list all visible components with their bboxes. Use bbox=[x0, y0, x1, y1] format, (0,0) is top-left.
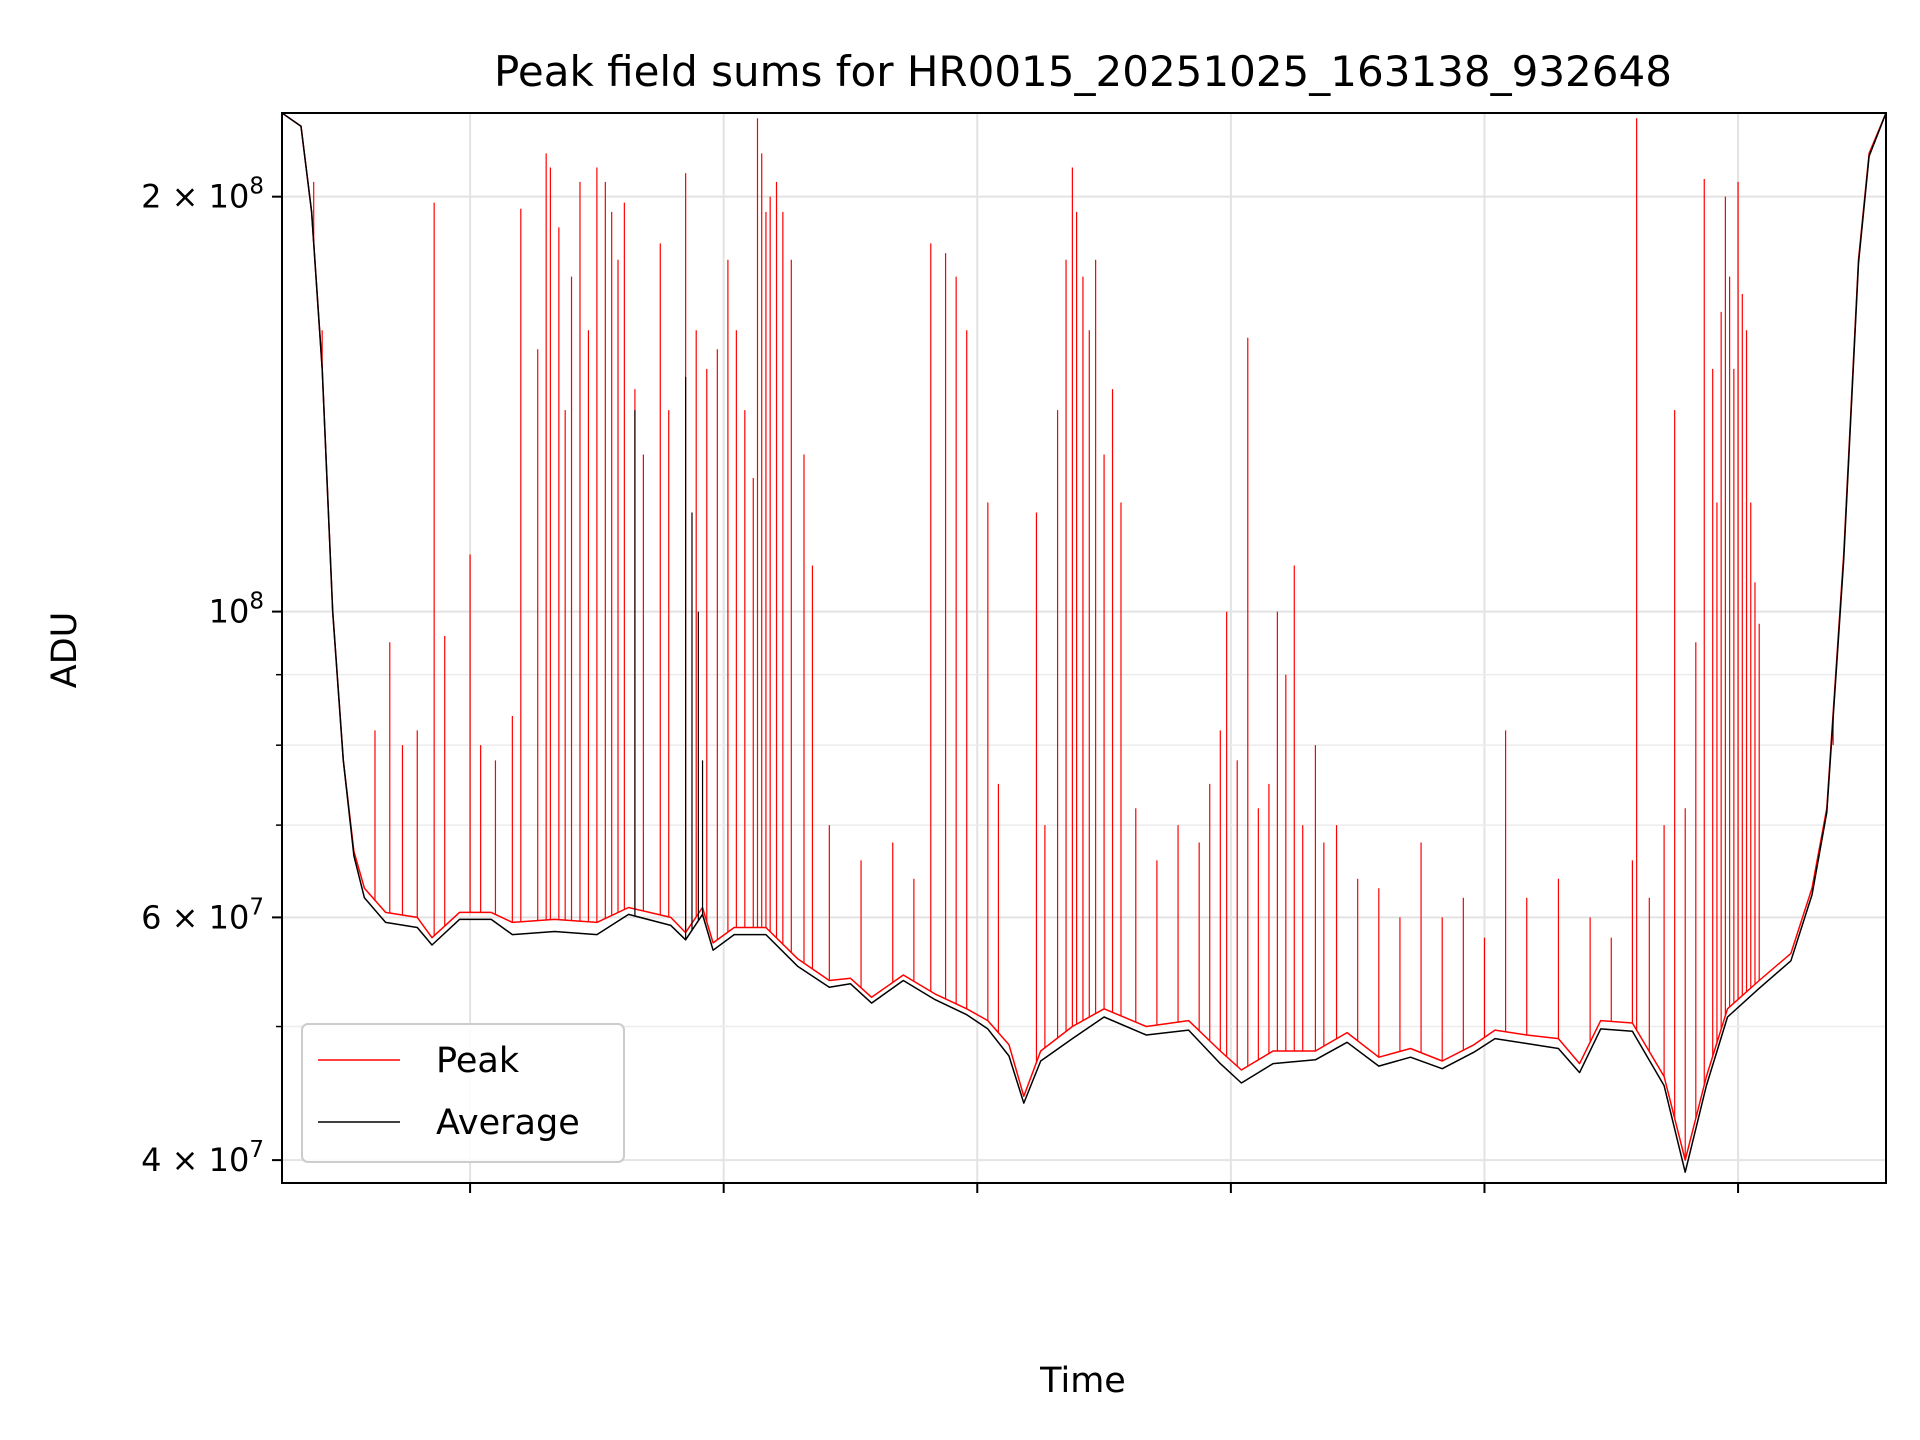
y-tick-label-exponent: 7 bbox=[249, 1137, 264, 1163]
y-axis-label: ADU bbox=[45, 612, 85, 689]
series-average bbox=[282, 113, 1886, 1173]
plot-area-frame bbox=[281, 112, 1887, 1184]
y-tick-label-base: 10 bbox=[209, 593, 250, 631]
x-axis-label: Time bbox=[1039, 1361, 1126, 1401]
y-tick-label-base: 4 × 10 bbox=[141, 1141, 249, 1179]
y-tick-label-base: 2 × 10 bbox=[141, 178, 249, 216]
y-tick-label: 2 × 108 bbox=[141, 174, 264, 216]
series-average-line bbox=[282, 113, 1886, 1173]
legend-box bbox=[301, 1023, 625, 1163]
y-tick-label-exponent: 7 bbox=[249, 894, 264, 920]
legend: Peak Average bbox=[301, 1023, 625, 1163]
series-peak-line bbox=[282, 113, 1886, 1161]
y-tick-label: 6 × 107 bbox=[141, 894, 264, 936]
series-layer bbox=[282, 113, 1886, 1173]
series-peak bbox=[282, 113, 1886, 1161]
legend-label-peak: Peak bbox=[436, 1041, 520, 1081]
chart-title: Peak field sums for HR0015_20251025_1631… bbox=[494, 47, 1672, 96]
x-axis bbox=[469, 1183, 1740, 1193]
y-tick-label: 108 bbox=[209, 589, 264, 631]
y-tick-label-exponent: 8 bbox=[249, 174, 264, 200]
y-tick-label-exponent: 8 bbox=[249, 589, 264, 615]
y-tick-label-base: 6 × 10 bbox=[141, 898, 249, 936]
y-tick-label: 4 × 107 bbox=[141, 1137, 264, 1179]
legend-label-average: Average bbox=[436, 1103, 580, 1143]
